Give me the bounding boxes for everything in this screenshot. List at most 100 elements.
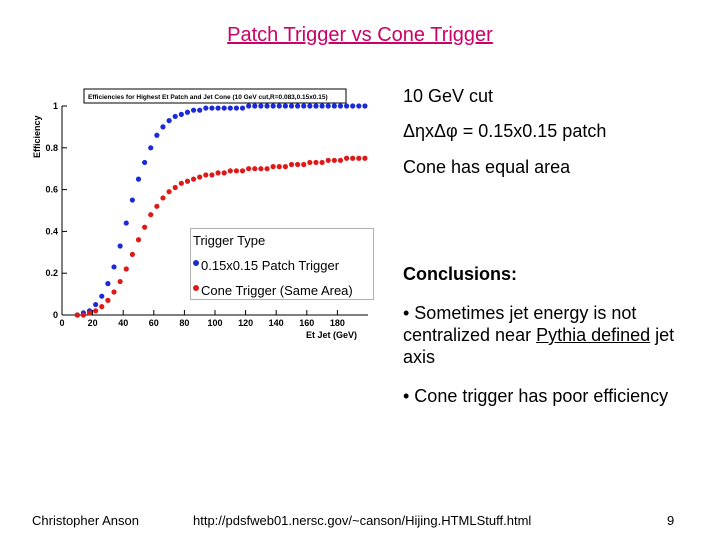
legend-item-patch: 0.15x0.15 Patch Trigger bbox=[193, 258, 339, 273]
patch-data-point bbox=[166, 118, 172, 124]
chart-title-box bbox=[83, 88, 347, 104]
patch-data-point bbox=[295, 103, 301, 109]
x-tick-label: 60 bbox=[149, 318, 159, 328]
patch-data-point bbox=[160, 124, 166, 130]
cone-data-point bbox=[197, 174, 203, 180]
cone-data-point bbox=[295, 161, 301, 168]
cone-data-point bbox=[264, 166, 270, 172]
y-tick-label: 0.2 bbox=[45, 268, 58, 278]
footer-page-number: 9 bbox=[667, 513, 675, 528]
y-axis-label: Efficiency bbox=[32, 115, 42, 158]
legend-marker-patch bbox=[193, 260, 199, 266]
patch-data-point bbox=[172, 113, 178, 120]
patch-data-point bbox=[331, 103, 337, 109]
patch-data-point bbox=[252, 103, 258, 109]
cone-data-point bbox=[135, 237, 142, 243]
y-tick-label: 0.4 bbox=[45, 226, 58, 236]
cone-data-point bbox=[166, 189, 172, 195]
patch-data-point bbox=[117, 243, 123, 249]
conclusion-bullet-1: • Sometimes jet energy is not centralize… bbox=[403, 302, 703, 368]
x-tick-label: 100 bbox=[207, 318, 222, 328]
y-tick-label: 1 bbox=[53, 101, 58, 111]
patch-data-point bbox=[356, 103, 362, 109]
cone-data-point bbox=[190, 176, 197, 182]
patch-data-point bbox=[111, 264, 117, 270]
patch-data-point bbox=[350, 103, 356, 109]
cone-data-point bbox=[313, 159, 319, 166]
patch-data-point bbox=[270, 103, 276, 109]
cone-data-point bbox=[160, 195, 166, 201]
x-tick-label: 0 bbox=[59, 318, 64, 328]
patch-data-point bbox=[276, 103, 282, 109]
conclusion-bullet-2: • Cone trigger has poor efficiency bbox=[403, 386, 669, 406]
footer-author: Christopher Anson bbox=[32, 513, 139, 528]
conclusions-heading: Conclusions: bbox=[403, 264, 518, 284]
chart-title: Efficiencies for Highest Et Patch and Je… bbox=[88, 94, 328, 101]
note-cone-area: Cone has equal area bbox=[403, 157, 571, 177]
legend-label-cone: Cone Trigger (Same Area) bbox=[201, 283, 353, 298]
footer-url[interactable]: http://pdsfweb01.nersc.gov/~canson/Hijin… bbox=[193, 513, 532, 528]
patch-data-point bbox=[93, 301, 99, 308]
patch-data-point bbox=[319, 103, 325, 109]
patch-data-point bbox=[301, 103, 307, 109]
x-tick-label: 80 bbox=[179, 318, 189, 328]
note-patch-size: ΔηxΔφ = 0.15x0.15 patch bbox=[403, 121, 607, 141]
patch-data-point bbox=[264, 103, 270, 109]
cone-data-point bbox=[123, 266, 129, 272]
cone-data-point bbox=[307, 159, 313, 166]
bullet-1-text-b: jet axis bbox=[403, 325, 675, 367]
cone-data-point bbox=[215, 170, 221, 176]
cone-data-point bbox=[276, 164, 282, 170]
patch-data-point bbox=[307, 103, 313, 109]
x-tick-label: 40 bbox=[118, 318, 128, 328]
slide-title: Patch Trigger vs Cone Trigger bbox=[227, 24, 493, 46]
cone-data-point bbox=[117, 278, 123, 285]
patch-data-point bbox=[233, 105, 240, 111]
patch-data-point bbox=[148, 145, 154, 151]
cone-data-point bbox=[148, 212, 154, 218]
cone-data-point bbox=[80, 312, 87, 318]
patch-data-point bbox=[227, 105, 233, 111]
x-tick-label: 180 bbox=[330, 318, 345, 328]
legend: Trigger Type 0.15x0.15 Patch Trigger Con… bbox=[190, 228, 374, 300]
patch-data-point bbox=[135, 176, 142, 182]
note-energy-cut: 10 GeV cut bbox=[403, 86, 494, 106]
cone-data-point bbox=[350, 155, 356, 161]
cone-data-point bbox=[252, 166, 258, 172]
legend-label-patch: 0.15x0.15 Patch Trigger bbox=[201, 258, 340, 273]
patch-data-point bbox=[184, 109, 191, 115]
x-axis-label: Et Jet (GeV) bbox=[306, 330, 357, 340]
cone-data-point bbox=[258, 166, 264, 172]
cone-data-point bbox=[270, 164, 276, 170]
patch-data-point bbox=[288, 103, 295, 109]
patch-data-point bbox=[313, 103, 319, 109]
cone-data-point bbox=[233, 168, 240, 174]
cone-data-point bbox=[362, 155, 368, 161]
cone-data-point bbox=[337, 157, 344, 163]
patch-data-point bbox=[129, 197, 135, 203]
patch-data-point bbox=[337, 103, 344, 109]
legend-marker-cone bbox=[193, 285, 199, 291]
x-tick-label: 120 bbox=[238, 318, 253, 328]
cone-data-point bbox=[142, 224, 148, 230]
patch-data-point bbox=[203, 105, 209, 111]
cone-data-point bbox=[178, 180, 184, 186]
patch-data-point bbox=[246, 103, 252, 109]
patch-data-point bbox=[239, 105, 246, 111]
cone-data-point bbox=[111, 289, 117, 295]
pythia-link[interactable]: Pythia defined bbox=[536, 325, 651, 345]
patch-data-point bbox=[197, 107, 203, 113]
cone-data-point bbox=[319, 159, 325, 166]
patch-data-point bbox=[142, 159, 148, 166]
bullet-1-text-a: • Sometimes jet energy is not centralize… bbox=[403, 303, 637, 345]
cone-data-point bbox=[86, 310, 93, 316]
patch-data-point bbox=[190, 107, 197, 113]
cone-data-point bbox=[129, 251, 135, 257]
cone-data-point bbox=[301, 161, 307, 168]
patch-data-point bbox=[343, 103, 350, 109]
patch-data-point bbox=[123, 220, 129, 226]
cone-data-point bbox=[288, 161, 295, 168]
cone-data-point bbox=[246, 166, 252, 172]
patch-data-point bbox=[209, 105, 215, 111]
chart-background bbox=[28, 78, 368, 340]
